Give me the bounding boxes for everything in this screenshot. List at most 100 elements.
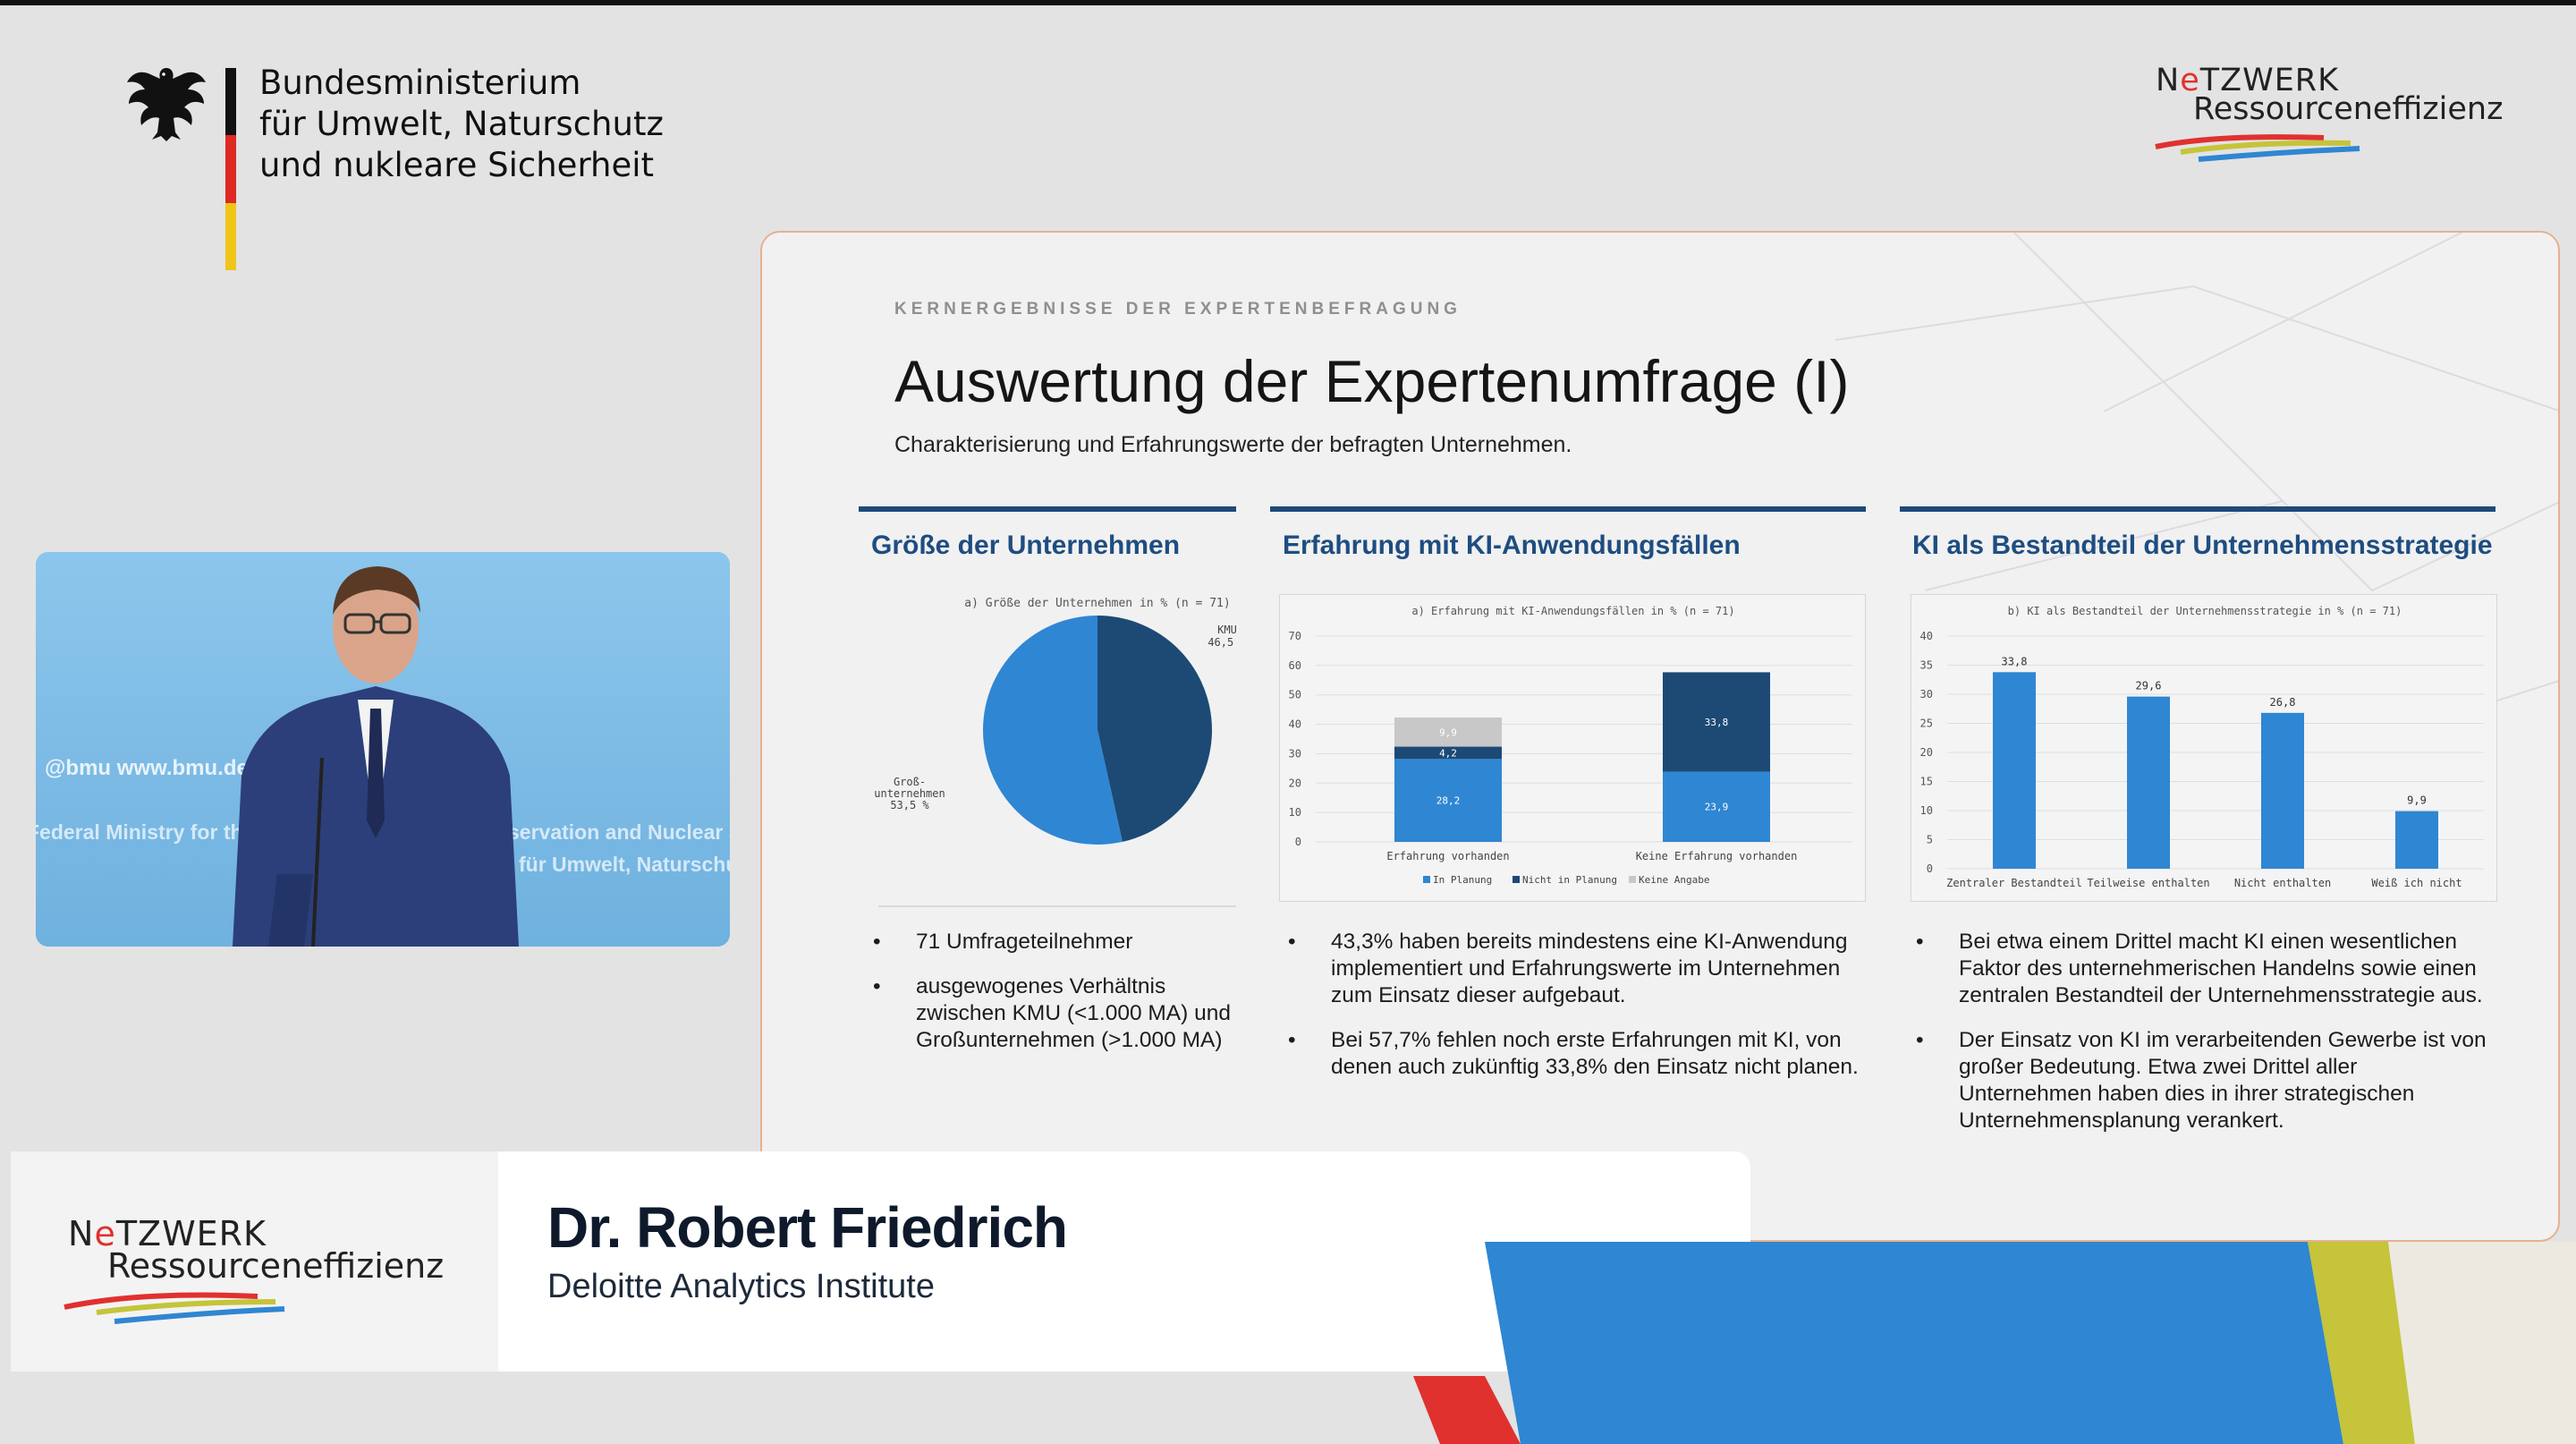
legend-label: Nicht in Planung bbox=[1522, 874, 1617, 886]
y-tick-label: 60 bbox=[1289, 659, 1301, 672]
netzwerk-wordmark: NeTZWERK bbox=[68, 1214, 267, 1253]
netzwerk-swoosh-icon bbox=[2155, 134, 2360, 162]
y-tick-label: 25 bbox=[1920, 718, 1933, 730]
y-tick-label: 40 bbox=[1920, 630, 1933, 642]
german-flag-bar bbox=[225, 68, 236, 270]
bullets-panel-2: 43,3% haben bereits mindestens eine KI-A… bbox=[1288, 929, 1860, 1099]
bar bbox=[2261, 712, 2304, 869]
presentation-slide: KERNERGEBNISSE DER EXPERTENBEFRAGUNG Aus… bbox=[760, 231, 2560, 1242]
presenter-video: @bmu www.bmu.de @bmu Federal Ministry fo… bbox=[36, 552, 730, 947]
x-tick-label: Nicht enthalten bbox=[2234, 877, 2331, 889]
y-tick-label: 0 bbox=[1927, 862, 1933, 875]
y-tick-label: 30 bbox=[1920, 688, 1933, 701]
lower-third-logo-area: NeTZWERK Ressourceneffizienz bbox=[11, 1151, 498, 1372]
y-tick-label: 10 bbox=[1289, 806, 1301, 819]
legend-swatch bbox=[1423, 876, 1430, 883]
y-tick-label: 30 bbox=[1289, 747, 1301, 760]
data-label: 28,2 bbox=[1436, 795, 1461, 807]
slice-label-value: 46,5 % bbox=[1208, 636, 1236, 649]
ministry-line3: und nukleare Sicherheit bbox=[259, 146, 655, 184]
bullet-item: Der Einsatz von KI im verarbeitenden Gew… bbox=[1916, 1027, 2488, 1134]
panel-heading: KI als Bestandteil der Unternehmensstrat… bbox=[1912, 531, 2493, 560]
slice-label-value: 53,5 % bbox=[890, 799, 929, 811]
y-tick-label: 40 bbox=[1289, 718, 1301, 731]
chart-title: a) Erfahrung mit KI-Anwendungsfällen in … bbox=[1411, 605, 1734, 617]
backdrop-text-3: für Umwelt, Naturschutz bbox=[519, 853, 730, 876]
netzwerk-subline: Ressourceneffizienz bbox=[2193, 91, 2504, 127]
x-tick-label: Erfahrung vorhanden bbox=[1386, 850, 1509, 862]
panel-heading: Erfahrung mit KI-Anwendungsfällen bbox=[1283, 531, 1741, 560]
pie-chart: a) Größe der Unternehmen in % (n = 71) KM… bbox=[874, 597, 1236, 845]
slice-label-name: Groß- bbox=[894, 776, 926, 788]
chart-title: a) Größe der Unternehmen in % (n = 71) bbox=[964, 597, 1230, 610]
slide-title: Auswertung der Expertenumfrage (I) bbox=[894, 348, 1850, 414]
bar-segment bbox=[1394, 759, 1502, 842]
data-label: 9,9 bbox=[2407, 794, 2427, 807]
data-label: 33,8 bbox=[1705, 717, 1729, 728]
bar-segment bbox=[1663, 771, 1770, 842]
y-tick-label: 5 bbox=[1927, 834, 1933, 846]
pie-slice-1 bbox=[983, 616, 1123, 845]
legend-swatch bbox=[1513, 876, 1520, 883]
bullet-item: ausgewogenes Verhältnis zwischen KMU (<1… bbox=[873, 973, 1240, 1054]
y-tick-label: 20 bbox=[1289, 777, 1301, 789]
bullet-item: Bei etwa einem Drittel macht KI einen we… bbox=[1916, 929, 2488, 1009]
panel-heading: Größe der Unternehmen bbox=[871, 531, 1181, 560]
bar-segment bbox=[1394, 718, 1502, 747]
decorative-shapes bbox=[1413, 1242, 2576, 1444]
y-tick-label: 50 bbox=[1289, 689, 1301, 701]
panel-ai-strategy: KI als Bestandteil der Unternehmensstrat… bbox=[1900, 506, 2496, 560]
y-tick-label: 20 bbox=[1920, 746, 1933, 759]
bar-chart: b) KI als Bestandteil der Unternehmensst… bbox=[1920, 605, 2484, 889]
data-label: 29,6 bbox=[2136, 680, 2162, 692]
slice-label-name: unternehmen bbox=[874, 787, 945, 800]
stacked-bar-chart: a) Erfahrung mit KI-Anwendungsfällen in … bbox=[1289, 605, 1852, 886]
x-tick-label: Weiß ich nicht bbox=[2371, 877, 2462, 889]
x-tick-label: Teilweise enthalten bbox=[2087, 877, 2209, 889]
ministry-name: Bundesministerium für Umwelt, Naturschut… bbox=[259, 63, 689, 186]
lower-third: NeTZWERK Ressourceneffizienz Dr. Robert … bbox=[11, 1151, 1750, 1372]
bar-segment bbox=[1394, 746, 1502, 760]
chart-frame: b) KI als Bestandteil der Unternehmensst… bbox=[1911, 594, 2497, 902]
bullet-item: 43,3% haben bereits mindestens eine KI-A… bbox=[1288, 929, 1860, 1009]
slice-label-name: KMU bbox=[1217, 624, 1236, 636]
bar-segment bbox=[1663, 672, 1770, 772]
pie-slice-0 bbox=[1097, 616, 1212, 842]
speaker-organization: Deloitte Analytics Institute bbox=[547, 1268, 935, 1305]
bullet-item: Bei 57,7% fehlen noch erste Erfahrungen … bbox=[1288, 1027, 1860, 1081]
netzwerk-swoosh-icon bbox=[64, 1292, 285, 1324]
data-label: 33,8 bbox=[2002, 655, 2028, 667]
data-label: 26,8 bbox=[2270, 696, 2296, 709]
divider bbox=[878, 905, 1236, 907]
y-tick-label: 10 bbox=[1920, 804, 1933, 817]
ministry-line1: Bundesministerium bbox=[259, 64, 581, 102]
chart-title: b) KI als Bestandteil der Unternehmensst… bbox=[2008, 605, 2402, 617]
data-label: 23,9 bbox=[1705, 802, 1729, 813]
y-tick-label: 0 bbox=[1295, 836, 1301, 848]
panel-ai-experience: Erfahrung mit KI-Anwendungsfällen bbox=[1270, 506, 1866, 560]
federal-eagle-icon bbox=[127, 68, 206, 141]
y-tick-label: 15 bbox=[1920, 776, 1933, 788]
y-tick-label: 35 bbox=[1920, 659, 1933, 672]
slide-subtitle: Charakterisierung und Erfahrungswerte de… bbox=[894, 432, 1572, 457]
chart-frame: a) Erfahrung mit KI-Anwendungsfällen in … bbox=[1279, 594, 1866, 902]
bullets-panel-1: 71 Umfrageteilnehmer ausgewogenes Verhäl… bbox=[873, 929, 1240, 1072]
panel-company-size: Größe der Unternehmen bbox=[859, 506, 1236, 560]
x-tick-label: Zentraler Bestandteil bbox=[1946, 877, 2082, 889]
netzwerk-wordmark: NeTZWERK bbox=[2156, 63, 2340, 98]
bar bbox=[2395, 811, 2438, 869]
ministry-line2: für Umwelt, Naturschutz bbox=[259, 105, 664, 143]
legend-label: Keine Angabe bbox=[1639, 874, 1709, 886]
bullets-panel-3: Bei etwa einem Drittel macht KI einen we… bbox=[1916, 929, 2488, 1152]
slide-background-lines bbox=[1835, 233, 2558, 770]
speaker-name: Dr. Robert Friedrich bbox=[547, 1195, 1068, 1260]
legend-swatch bbox=[1629, 876, 1636, 883]
bar bbox=[1993, 672, 2036, 869]
top-border bbox=[0, 0, 2576, 5]
slide-kicker: KERNERGEBNISSE DER EXPERTENBEFRAGUNG bbox=[894, 300, 1462, 319]
y-tick-label: 70 bbox=[1289, 630, 1301, 642]
bar bbox=[2127, 696, 2170, 869]
data-label: 4,2 bbox=[1439, 747, 1457, 759]
legend-label: In Planung bbox=[1433, 874, 1492, 886]
bullet-item: 71 Umfrageteilnehmer bbox=[873, 929, 1240, 956]
